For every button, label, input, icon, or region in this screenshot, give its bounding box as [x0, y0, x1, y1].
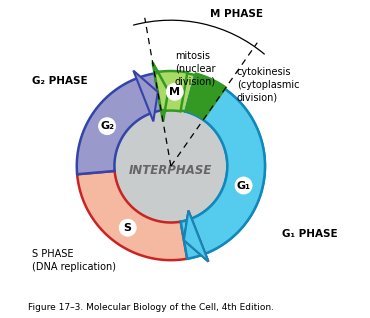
- Polygon shape: [155, 72, 195, 112]
- Circle shape: [114, 110, 227, 223]
- Text: G₁: G₁: [236, 181, 250, 190]
- Polygon shape: [77, 171, 187, 260]
- Polygon shape: [186, 73, 226, 119]
- Polygon shape: [181, 75, 265, 259]
- Text: S PHASE
(DNA replication): S PHASE (DNA replication): [31, 249, 115, 272]
- Circle shape: [98, 117, 116, 135]
- Polygon shape: [184, 211, 208, 261]
- Text: S: S: [124, 223, 132, 233]
- Polygon shape: [77, 73, 161, 174]
- Polygon shape: [133, 71, 158, 121]
- Circle shape: [119, 219, 137, 237]
- Text: M PHASE: M PHASE: [211, 9, 263, 19]
- Polygon shape: [184, 211, 208, 261]
- Text: G₂ PHASE: G₂ PHASE: [31, 76, 87, 86]
- Polygon shape: [152, 62, 187, 121]
- Polygon shape: [181, 75, 265, 259]
- Text: mitosis
(nuclear
division): mitosis (nuclear division): [175, 51, 216, 86]
- Text: G₂: G₂: [100, 121, 114, 131]
- Text: M: M: [169, 87, 180, 97]
- Text: G₁ PHASE: G₁ PHASE: [282, 229, 337, 239]
- Polygon shape: [184, 211, 208, 261]
- Text: Figure 17–3. Molecular Biology of the Cell, 4th Edition.: Figure 17–3. Molecular Biology of the Ce…: [28, 303, 274, 312]
- Circle shape: [166, 83, 184, 101]
- Circle shape: [235, 176, 253, 195]
- Text: cytokinesis
(cytoplasmic
division): cytokinesis (cytoplasmic division): [237, 67, 299, 102]
- Text: INTERPHASE: INTERPHASE: [129, 164, 213, 177]
